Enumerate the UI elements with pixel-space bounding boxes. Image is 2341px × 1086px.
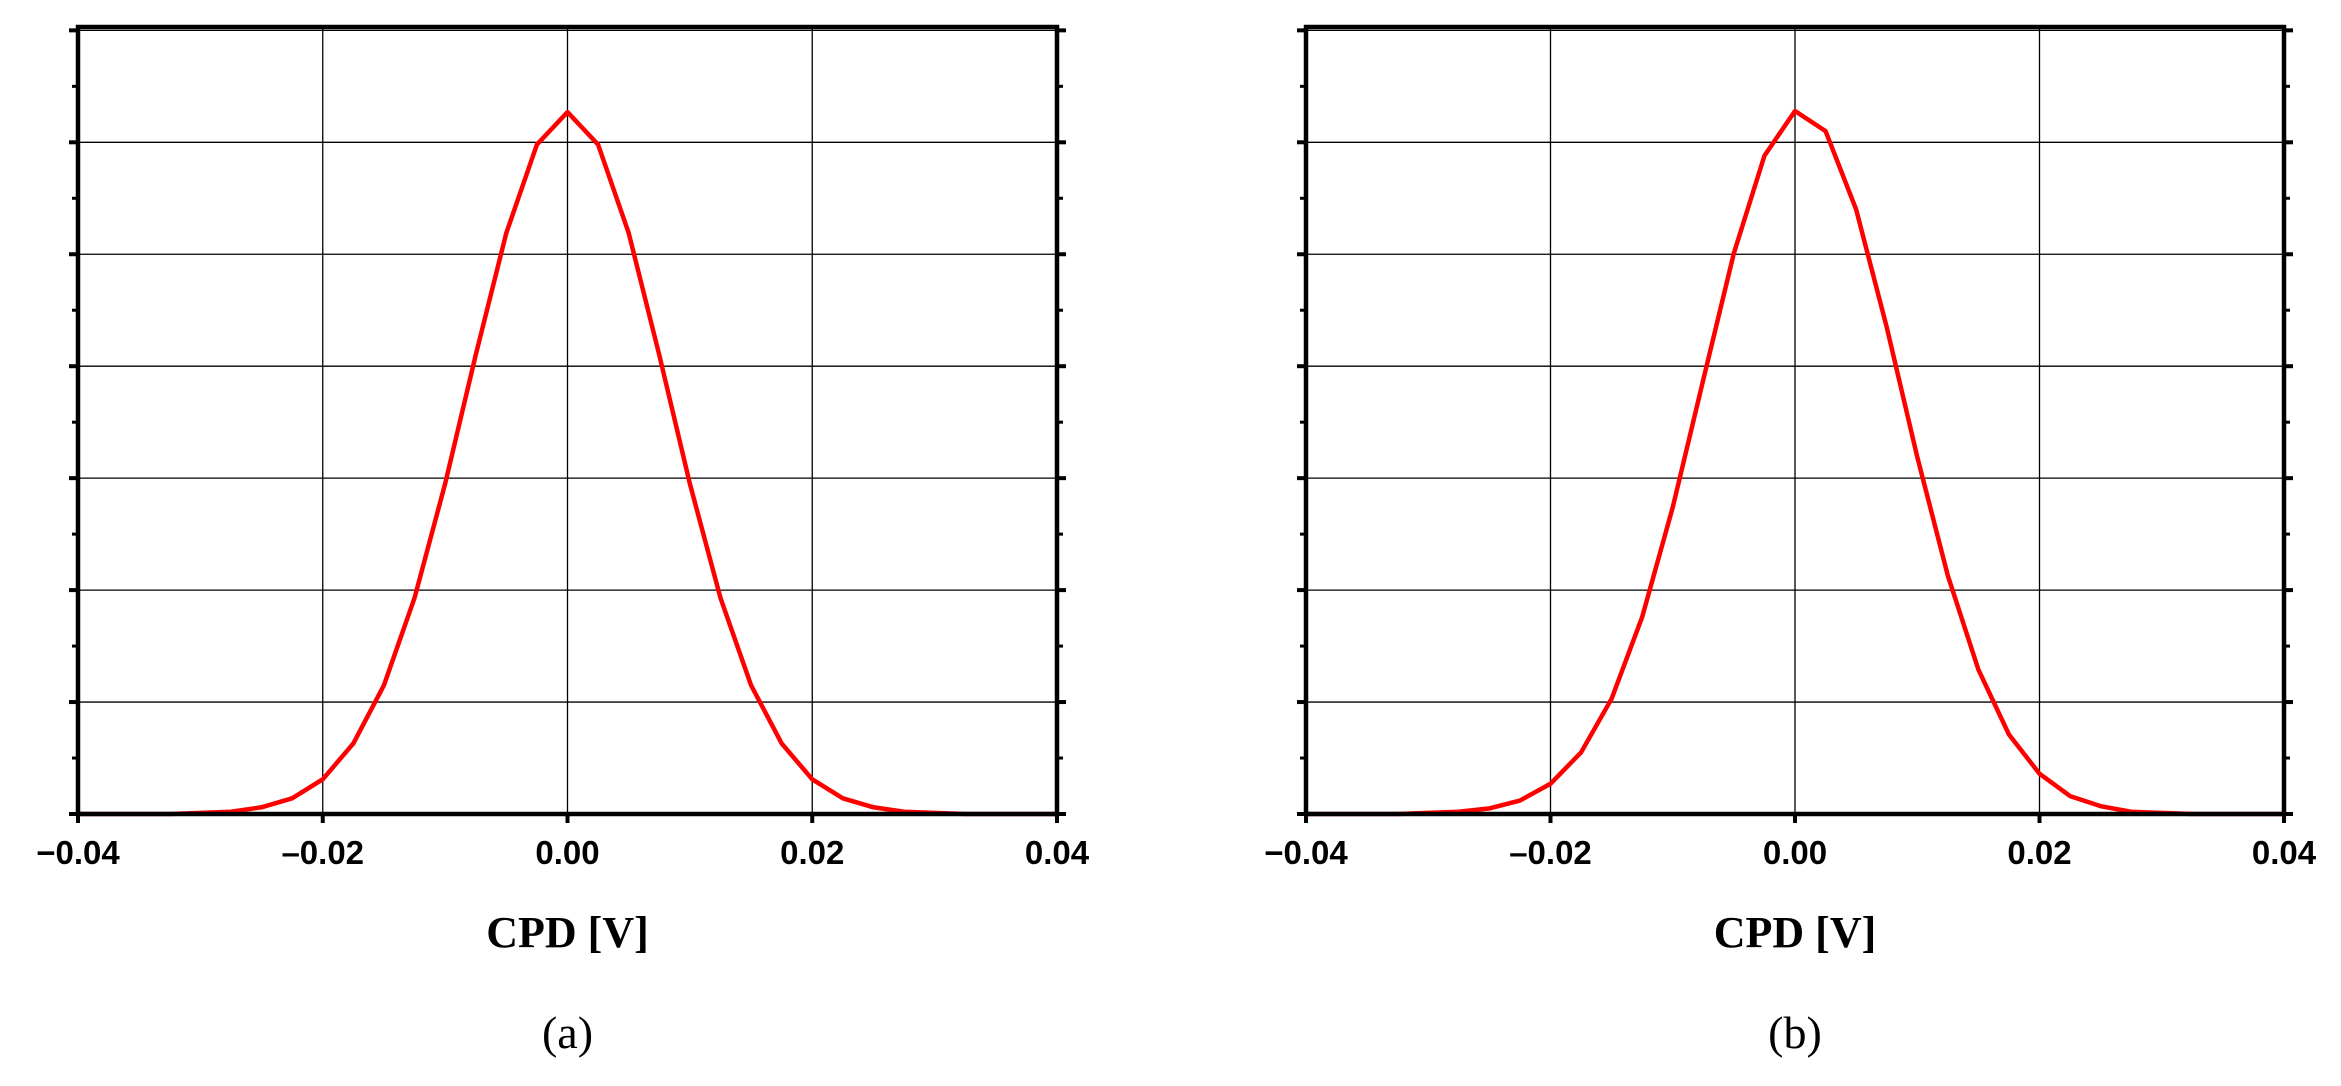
- x-tick-label: 0.00: [1763, 834, 1827, 871]
- panel-caption: (a): [542, 1007, 593, 1058]
- plot-frame: [1303, 24, 2287, 817]
- x-tick-label: 0.04: [1025, 834, 1090, 871]
- x-tick-label: 0.04: [2252, 834, 2317, 871]
- x-tick-label: –0.02: [281, 834, 364, 871]
- x-tick-label: −0.04: [36, 834, 120, 871]
- x-tick-label: −0.04: [1264, 834, 1348, 871]
- curve: [1306, 108, 2284, 817]
- x-axis-label: CPD [V]: [1714, 908, 1877, 957]
- x-tick-label: 0.02: [2007, 834, 2071, 871]
- curve: [78, 109, 1057, 817]
- x-tick-label: 0.00: [535, 834, 599, 871]
- x-axis-label: CPD [V]: [486, 908, 649, 957]
- x-tick-label: 0.02: [780, 834, 844, 871]
- x-tick-label: –0.02: [1509, 834, 1592, 871]
- plot-frame: [75, 24, 1060, 817]
- panel-caption: (b): [1768, 1007, 1822, 1058]
